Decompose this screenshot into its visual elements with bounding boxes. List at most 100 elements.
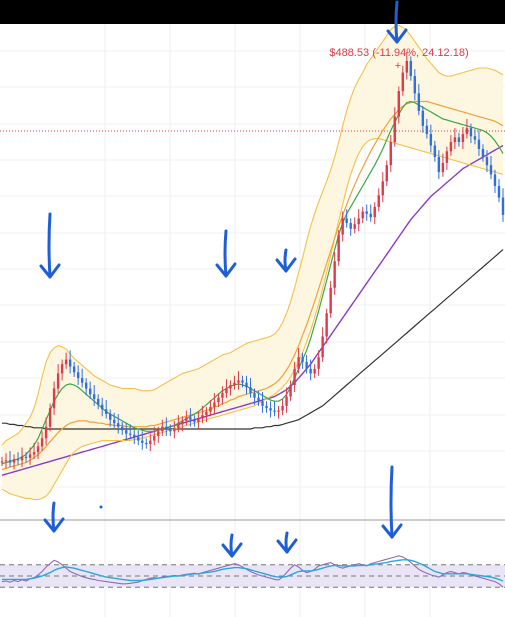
candle-body: [321, 336, 324, 358]
candle-body: [501, 197, 505, 215]
candle-body: [125, 430, 128, 434]
candle-body: [185, 417, 188, 421]
candle-body: [249, 387, 252, 394]
candle-body: [4, 460, 8, 462]
candle-body: [417, 93, 421, 111]
arrow-1: [47, 212, 52, 279]
candle-body: [293, 368, 296, 386]
rsi-signal-line: [2, 559, 504, 582]
candle-body: [153, 435, 156, 441]
candle-body: [393, 116, 396, 143]
candle-body: [44, 426, 48, 439]
peak-marker: +: [395, 60, 401, 72]
candle-body: [345, 218, 348, 224]
candle-body: [281, 405, 284, 411]
candle-body: [80, 378, 84, 383]
arrow-2: [223, 229, 228, 278]
candle-body: [225, 388, 228, 394]
bollinger-band-fill: [2, 25, 503, 500]
candle-body: [88, 388, 92, 395]
candle-body: [189, 417, 192, 420]
candle-body: [301, 357, 304, 362]
candle-body: [193, 419, 196, 423]
candle-body: [28, 454, 32, 458]
bollinger-upper-line: [1, 24, 504, 446]
candle-body: [60, 364, 64, 374]
candle-body: [469, 128, 473, 137]
bollinger-lower-line: [1, 138, 504, 501]
candle-body: [361, 211, 364, 219]
candle-body: [369, 213, 372, 218]
candle-body: [12, 459, 16, 463]
candle-body: [64, 359, 68, 365]
candle-body: [56, 373, 60, 389]
candle-body: [357, 218, 360, 225]
annotation-arrows: [39, 0, 408, 558]
candle-body: [297, 357, 300, 369]
candle-body: [257, 397, 260, 402]
candle-body: [405, 61, 409, 73]
candle-body: [425, 125, 429, 134]
candle-body: [377, 195, 380, 207]
candle-body: [421, 110, 425, 126]
candle-body: [16, 459, 20, 461]
candle-body: [217, 397, 220, 403]
candle-body: [253, 393, 256, 398]
candle-body: [481, 148, 485, 158]
candle-body: [365, 211, 368, 214]
candle-body: [213, 402, 216, 408]
candle-body: [52, 388, 56, 409]
candle-body: [137, 437, 140, 441]
candle-body: [493, 174, 497, 186]
arrow-4: [394, 0, 399, 44]
candle-body: [233, 382, 236, 386]
candle-body: [149, 440, 152, 445]
arrow-2-head: [215, 262, 237, 278]
candle-body: [277, 410, 280, 412]
candle-body: [109, 413, 112, 420]
rsi-arrow-1: [51, 501, 56, 533]
candle-body: [397, 91, 400, 117]
arrow-1-head: [39, 263, 61, 279]
candle-body: [68, 359, 72, 367]
candle-body: [445, 151, 449, 163]
top-bar: [0, 0, 505, 24]
rsi-panel: [0, 555, 505, 588]
rsi-arrow-4: [389, 465, 394, 539]
candle-body: [96, 398, 100, 405]
candle-body: [197, 418, 200, 423]
candle-body: [457, 137, 461, 143]
candle-body: [325, 313, 328, 337]
candle-body: [201, 415, 204, 419]
candle-body: [389, 142, 392, 166]
candle-body: [289, 385, 292, 397]
candle-body: [84, 382, 88, 389]
candle-body: [105, 409, 108, 414]
candle-body: [20, 456, 24, 461]
candle-body: [32, 452, 36, 455]
candle-body: [465, 128, 469, 134]
candle-body: [309, 368, 312, 374]
candle-body: [473, 136, 477, 140]
candle-body: [177, 424, 180, 428]
candle-body: [265, 405, 268, 409]
candle-body: [401, 72, 404, 92]
candle-body: [48, 408, 52, 427]
candle-body: [157, 431, 160, 436]
candle-body: [133, 434, 136, 438]
candle-body: [173, 427, 176, 432]
candle-body: [385, 165, 388, 182]
rsi-arrow-1-head: [43, 517, 65, 533]
candle-body: [285, 396, 288, 406]
candle-body: [413, 76, 417, 94]
candle-body: [245, 382, 248, 388]
candle-body: [113, 419, 116, 424]
candle-body: [92, 394, 96, 399]
ma-long-purple-line: [1, 144, 504, 476]
candle-body: [209, 407, 212, 412]
candle-body: [24, 456, 28, 458]
candle-body: [241, 380, 244, 383]
candle-body: [349, 223, 352, 229]
candle-body: [101, 404, 104, 410]
candle-body: [205, 411, 208, 416]
